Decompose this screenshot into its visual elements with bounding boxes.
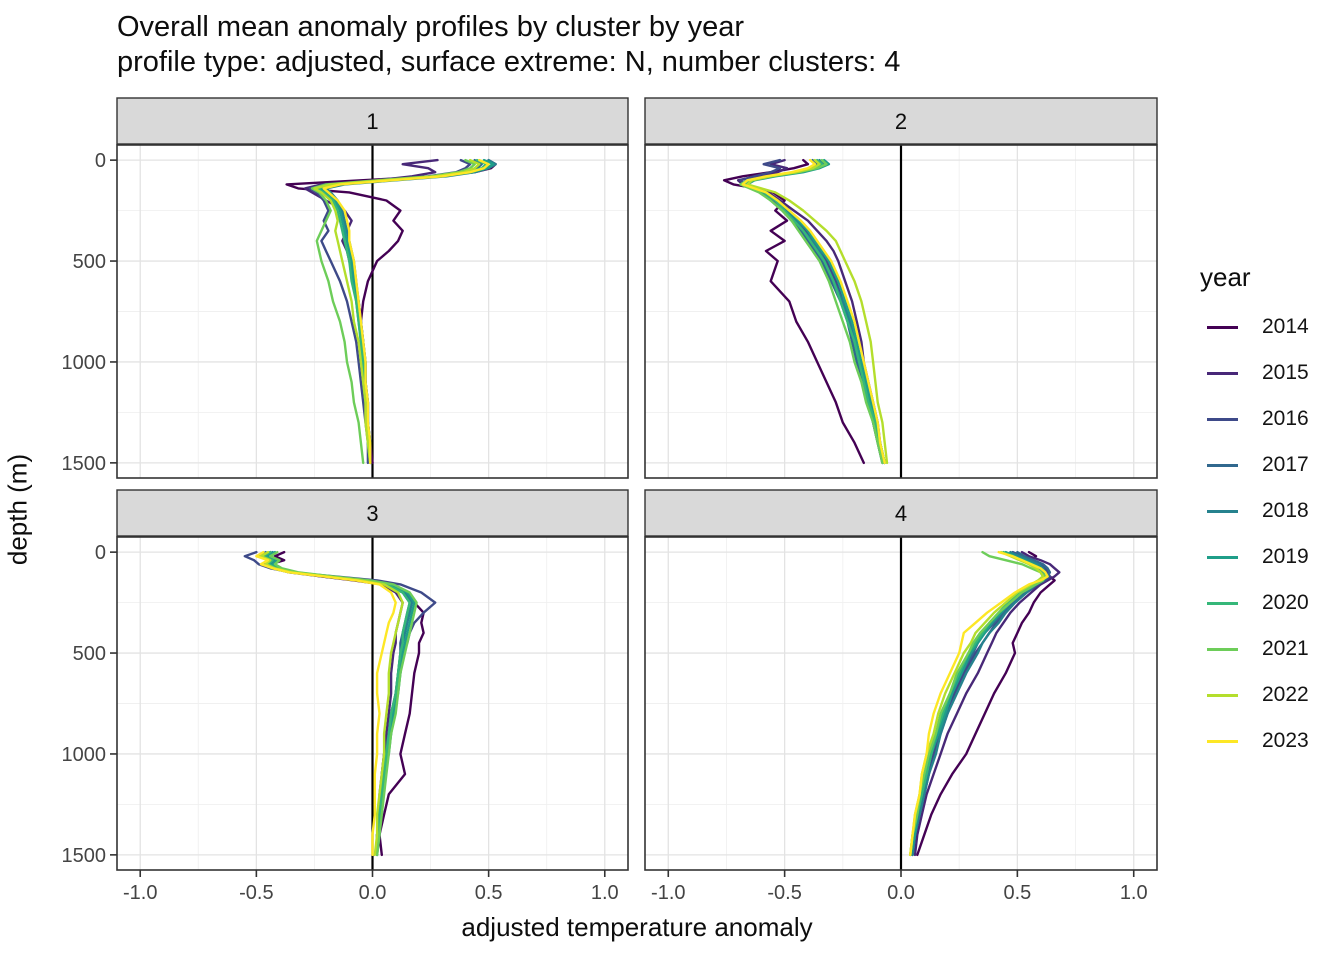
legend-key-line-2019 xyxy=(1207,555,1238,559)
legend-label-2020: 2020 xyxy=(1262,591,1309,614)
legend-key-line-2023 xyxy=(1207,739,1238,743)
x-tick-label: -0.5 xyxy=(239,882,273,904)
y-tick-label: 1500 xyxy=(62,453,107,475)
x-tick-label: 1.0 xyxy=(591,882,619,904)
legend-entry-2023: 2023 xyxy=(1200,726,1309,756)
legend-title: year xyxy=(1200,262,1251,292)
panel-1: 1 xyxy=(116,97,629,479)
legend-key-line-2021 xyxy=(1207,647,1238,651)
legend-key-line-2015 xyxy=(1207,371,1238,375)
facet-strip xyxy=(644,489,1158,537)
profile-line-cluster3-2021 xyxy=(269,550,418,857)
legend-entry-2019: 2019 xyxy=(1200,542,1309,572)
panel-border xyxy=(644,144,1158,479)
facet-strip-label: 4 xyxy=(895,501,907,526)
legend-entries: 2014 2015 2016 2017 2018 2019 2020 2021 2022 2023 xyxy=(1200,312,1309,756)
panel-border xyxy=(116,144,629,479)
legend-label-2022: 2022 xyxy=(1262,683,1309,706)
y-tick-label: 500 xyxy=(73,251,106,273)
legend-label-2016: 2016 xyxy=(1262,407,1309,430)
facet-strip-label: 2 xyxy=(895,109,907,134)
x-axis-label: adjusted temperature anomaly xyxy=(461,912,813,942)
profile-line-cluster1-2023 xyxy=(322,158,490,465)
facet-strip xyxy=(644,97,1158,145)
profile-line-cluster4-2023 xyxy=(909,550,1049,857)
profile-line-cluster4-2015 xyxy=(913,550,1061,857)
profile-line-cluster3-2023 xyxy=(255,550,397,857)
legend-entry-2014: 2014 xyxy=(1200,312,1309,342)
legend: year 2014 2015 2016 2017 2018 2019 2020 2021 202… xyxy=(1200,262,1309,772)
facet-strip xyxy=(116,489,629,537)
chart-title: Overall mean anomaly profiles by cluster… xyxy=(117,11,744,43)
legend-label-2021: 2021 xyxy=(1262,637,1309,660)
legend-label-2014: 2014 xyxy=(1262,315,1309,338)
chart-subtitle: profile type: adjusted, surface extreme:… xyxy=(117,46,901,78)
legend-key-line-2020 xyxy=(1207,601,1238,605)
legend-label-2018: 2018 xyxy=(1262,499,1309,522)
x-tick-label: -1.0 xyxy=(123,882,157,904)
y-axis-label: depth (m) xyxy=(2,453,33,566)
profile-line-cluster2-2014 xyxy=(722,158,865,465)
legend-entry-2015: 2015 xyxy=(1200,358,1309,388)
y-tick-label: 1000 xyxy=(62,352,107,374)
panel-2: 2 xyxy=(644,97,1158,479)
facet-strip-label: 3 xyxy=(366,501,378,526)
legend-entry-2018: 2018 xyxy=(1200,496,1309,526)
x-tick-label: 0.0 xyxy=(359,882,387,904)
legend-label-2017: 2017 xyxy=(1262,453,1309,476)
legend-label-2023: 2023 xyxy=(1262,729,1309,752)
axes: -1.0 -0.5 0.0 0.5 1.0 -1.0 -0.5 0.0 0.5 1.0 0 500 10… xyxy=(62,150,1148,904)
legend-label-2015: 2015 xyxy=(1262,361,1309,384)
legend-entry-2017: 2017 xyxy=(1200,450,1309,480)
legend-key-line-2017 xyxy=(1207,463,1238,467)
facet-strip xyxy=(116,97,629,145)
legend-key-line-2016 xyxy=(1207,417,1238,421)
legend-label-2019: 2019 xyxy=(1262,545,1309,568)
profile-line-cluster2-2023 xyxy=(741,158,886,465)
panel-4: 4 xyxy=(644,489,1158,871)
y-tick-label: 1500 xyxy=(62,845,107,867)
legend-key-line-2014 xyxy=(1207,325,1238,329)
panel-3: 3 xyxy=(116,489,629,871)
title-block: Overall mean anomaly profiles by cluster… xyxy=(117,10,900,80)
legend-entry-2016: 2016 xyxy=(1200,404,1309,434)
x-tick-label: -1.0 xyxy=(651,882,685,904)
facet-strip-label: 1 xyxy=(366,109,378,134)
x-tick-label: 0.5 xyxy=(475,882,503,904)
legend-entry-2021: 2021 xyxy=(1200,634,1309,664)
profile-line-cluster4-2018 xyxy=(911,550,1049,857)
y-tick-label: 500 xyxy=(73,643,106,665)
x-tick-label: -0.5 xyxy=(767,882,801,904)
profile-line-cluster4-2021 xyxy=(909,550,1047,857)
legend-key-line-2018 xyxy=(1207,509,1238,513)
legend-entry-2022: 2022 xyxy=(1200,680,1309,710)
y-tick-label: 0 xyxy=(95,150,106,172)
x-tick-label: 0.0 xyxy=(887,882,915,904)
y-tick-label: 1000 xyxy=(62,744,107,766)
x-tick-label: 1.0 xyxy=(1120,882,1148,904)
legend-entry-2020: 2020 xyxy=(1200,588,1309,618)
x-tick-label: 0.5 xyxy=(1003,882,1031,904)
legend-key-line-2022 xyxy=(1207,693,1238,697)
y-tick-label: 0 xyxy=(95,542,106,564)
